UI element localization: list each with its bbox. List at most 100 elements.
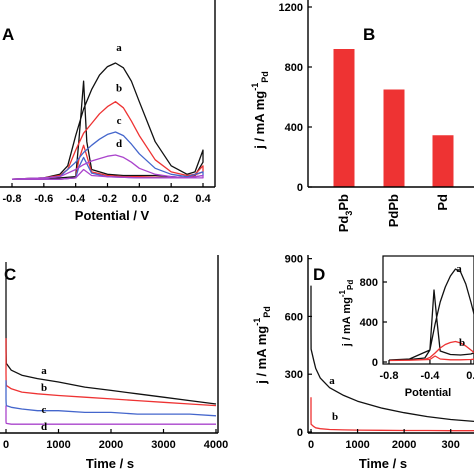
inset-x-tick-label: 0.: [466, 370, 474, 382]
panel-c-x-ticks: 0 1000 2000 3000 4000: [3, 429, 228, 451]
panel-c-series-b: [5, 338, 217, 407]
panel-d-y-tick-label: 600: [285, 311, 303, 323]
panel-a-curve-labels: a b cd: [116, 42, 122, 150]
panel-d-curve-label-a: a: [329, 375, 335, 387]
panel-b-y-label-sub: Pd: [260, 71, 270, 83]
panel-a-x-axis-label: Potential / V: [75, 208, 150, 223]
panel-a-curve-label-b: b: [116, 83, 122, 95]
panel-d-x-tick-label: 1000: [345, 439, 369, 451]
panel-c-x-tick-label: 4000: [204, 439, 228, 451]
panel-d-y-label-sup: -1: [252, 318, 262, 326]
panel-b-y-tick-label: 1200: [279, 2, 303, 14]
panel-b-category-label-3: Pd: [435, 194, 450, 211]
panel-a-x-tick-label: -0.2: [98, 193, 117, 205]
panel-b-y-label-main: j / mA mg: [252, 91, 267, 150]
inset-series-a: [388, 268, 474, 361]
panel-a-curve-label-a: a: [116, 42, 122, 54]
panel-b-bar-3: [432, 135, 454, 187]
panel-b-y-tick-label: 0: [297, 182, 303, 194]
panel-c-series-d: [5, 405, 216, 425]
panel-a-x-tick-label: 0.4: [195, 193, 211, 205]
panel-c-x-tick-label: 1000: [46, 439, 70, 451]
panel-c-curve-label-d: d: [41, 421, 47, 433]
panel-a-x-tick-label: -0.6: [34, 193, 53, 205]
panel-d-series-a: [310, 285, 474, 423]
panel-b-y-tick-label: 400: [285, 122, 303, 134]
panel-a-curve-label-c: c: [117, 115, 122, 127]
inset-curve-labels: ab: [456, 263, 465, 349]
panel-c-x-tick-label: 3000: [151, 439, 175, 451]
inset-y-label-sub: Pd: [346, 280, 355, 290]
panel-a-series-b: [11, 101, 204, 180]
category-label-part: Pd: [435, 194, 450, 211]
panel-c-letter: C: [4, 265, 16, 284]
panel-d-inset: 0 400 800 -0.8 -0.4 0. Potential j / mA mg-1…: [338, 255, 474, 399]
inset-curve-label-b: b: [459, 337, 465, 349]
panel-d-curve-label-b: b: [332, 411, 338, 423]
panel-b-y-label-sup: -1: [250, 83, 260, 91]
panel-c-series: [5, 262, 217, 425]
panel-c-series-a: [5, 262, 217, 405]
panel-a-x-tick-label: -0.8: [3, 193, 22, 205]
panel-d-y-tick-label: 0: [297, 427, 303, 439]
panel-a-series-d: [11, 154, 204, 180]
panel-d-x-tick-label: 2000: [392, 439, 416, 451]
panel-b-bar-1: [333, 49, 355, 187]
panel-d-y-axis-label: j / mA mg-1Pd: [252, 306, 272, 385]
inset-y-tick-label: 800: [360, 277, 378, 289]
category-label-part: Pd: [336, 216, 351, 233]
panel-b-category-labels: Pd3Pb PdPb Pd: [336, 194, 450, 232]
inset-x-axis-label: Potential: [405, 387, 451, 399]
panel-a-x-tick-label: -0.4: [66, 193, 86, 205]
panel-d-y-label-sub: Pd: [262, 306, 272, 318]
panel-d-x-ticks: 0 1000 2000 300: [308, 429, 460, 451]
panel-d: D 0 300 600 900 0 1000 2000 300 Time / s j / m…: [252, 254, 474, 471]
panel-d-letter: D: [313, 265, 325, 284]
panel-c-x-tick-label: 0: [3, 439, 9, 451]
panel-d-x-axis-label: Time / s: [359, 456, 407, 471]
inset-frame: [382, 255, 474, 365]
panel-b-y-ticks: 0 400 800 1200: [279, 2, 312, 194]
panel-c-x-tick-label: 2000: [99, 439, 123, 451]
panel-a-x-tick-label: 0.2: [164, 193, 179, 205]
panel-d-curve-labels: ab: [329, 375, 338, 423]
panel-b-bar-2: [383, 89, 405, 187]
panel-d-series: [310, 285, 474, 432]
category-label-sub: 3: [344, 211, 354, 216]
panel-b-letter: B: [363, 25, 375, 44]
panel-d-x-tick-label: 300: [442, 439, 460, 451]
panel-a-curve-label-d: d: [116, 138, 122, 150]
inset-x-tick-label: -0.8: [380, 370, 399, 382]
inset-curve-label-a: a: [456, 263, 462, 275]
panel-a-series-c: [11, 131, 204, 180]
inset-y-ticks: 0 400 800: [360, 277, 387, 369]
panel-d-y-tick-label: 300: [285, 369, 303, 381]
panel-b-category-label-1: Pd3Pb: [336, 194, 354, 232]
inset-y-axis-label: j / mA mg-1Pd: [338, 280, 355, 348]
panel-b-bars: [333, 49, 454, 187]
panel-d-y-ticks: 0 300 600 900: [285, 254, 312, 439]
inset-y-label-sup: -1: [338, 289, 347, 297]
panel-a: A -0.8 -0.6 -0.4 -0.2 0.0 0.2 0.4 Potential / …: [0, 0, 216, 223]
inset-x-tick-label: -0.4: [420, 370, 440, 382]
panel-a-series-a: [11, 62, 204, 180]
inset-x-ticks: -0.8 -0.4 0.: [380, 360, 474, 382]
category-label-part: PdPb: [386, 194, 401, 227]
panel-a-series: [11, 62, 204, 180]
inset-y-tick-label: 0: [372, 357, 378, 369]
panel-c-curve-label-a: a: [41, 365, 47, 377]
panel-c-curve-label-b: b: [41, 382, 47, 394]
category-label-tail: Pb: [336, 194, 351, 211]
panel-a-x-tick-label: 0.0: [132, 193, 147, 205]
panel-d-x-tick-label: 0: [308, 439, 314, 451]
panel-d-y-tick-label: 900: [285, 254, 303, 266]
panel-d-series-b: [310, 397, 474, 432]
panel-d-y-label-main: j / mA mg: [254, 326, 269, 385]
panel-b-y-tick-label: 800: [285, 62, 303, 74]
panel-c-x-axis-label: Time / s: [86, 456, 134, 471]
panel-b-category-label-2: PdPb: [386, 194, 401, 227]
